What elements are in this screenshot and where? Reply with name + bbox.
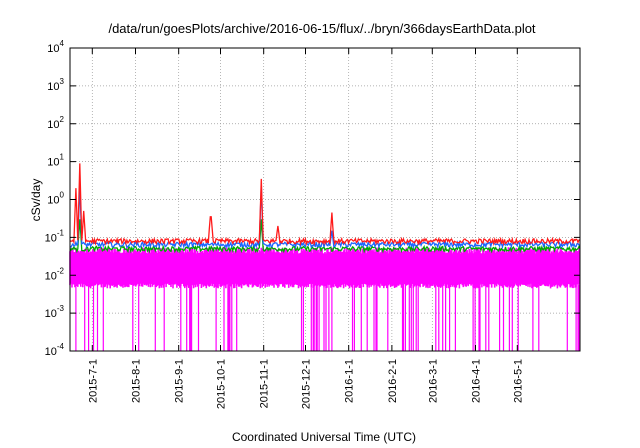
y-tick-label: 10-2 (45, 266, 65, 282)
y-tick-label: 10-3 (45, 304, 65, 320)
x-tick-label: 2016-2-1 (387, 359, 399, 403)
x-axis: 2015-7-1 2015-8-1 2015-9-1 2015-10-1 2015-11… (87, 48, 524, 409)
series-line (69, 163, 580, 247)
y-tick-label: 10-4 (45, 342, 65, 358)
x-tick-label: 2015-11-1 (259, 359, 271, 408)
series-line (69, 219, 581, 254)
x-tick-label: 2015-10-1 (215, 359, 227, 409)
y-tick-label: 103 (47, 77, 64, 93)
y-tick-label: 102 (47, 115, 64, 131)
chart-title: /data/run/goesPlots/archive/2016-06-15/f… (108, 21, 535, 36)
y-tick-label: 10-1 (45, 228, 65, 244)
series-band-magenta (69, 247, 580, 289)
x-tick-label: 2015-12-1 (300, 359, 312, 409)
x-axis-label: Coordinated Universal Time (UTC) (232, 430, 416, 444)
x-tick-label: 2015-8-1 (130, 359, 142, 403)
x-tick-label: 2016-3-1 (427, 359, 439, 403)
series-group (69, 163, 581, 351)
x-tick-label: 2016-5-1 (512, 359, 524, 403)
y-axis-label: cSv/day (29, 179, 43, 222)
x-tick-label: 2016-1-1 (344, 359, 356, 403)
y-tick-label: 101 (47, 153, 64, 169)
x-tick-label: 2015-7-1 (87, 359, 99, 403)
y-tick-label: 104 (47, 39, 64, 55)
x-tick-label: 2015-9-1 (174, 359, 186, 403)
series-dropouts-magenta (75, 283, 580, 351)
y-axis: 104 103 102 101 100 10-1 10-2 10-3 10-4 (45, 39, 580, 358)
y-tick-label: 100 (47, 191, 64, 207)
x-tick-label: 2016-4-1 (470, 359, 482, 403)
